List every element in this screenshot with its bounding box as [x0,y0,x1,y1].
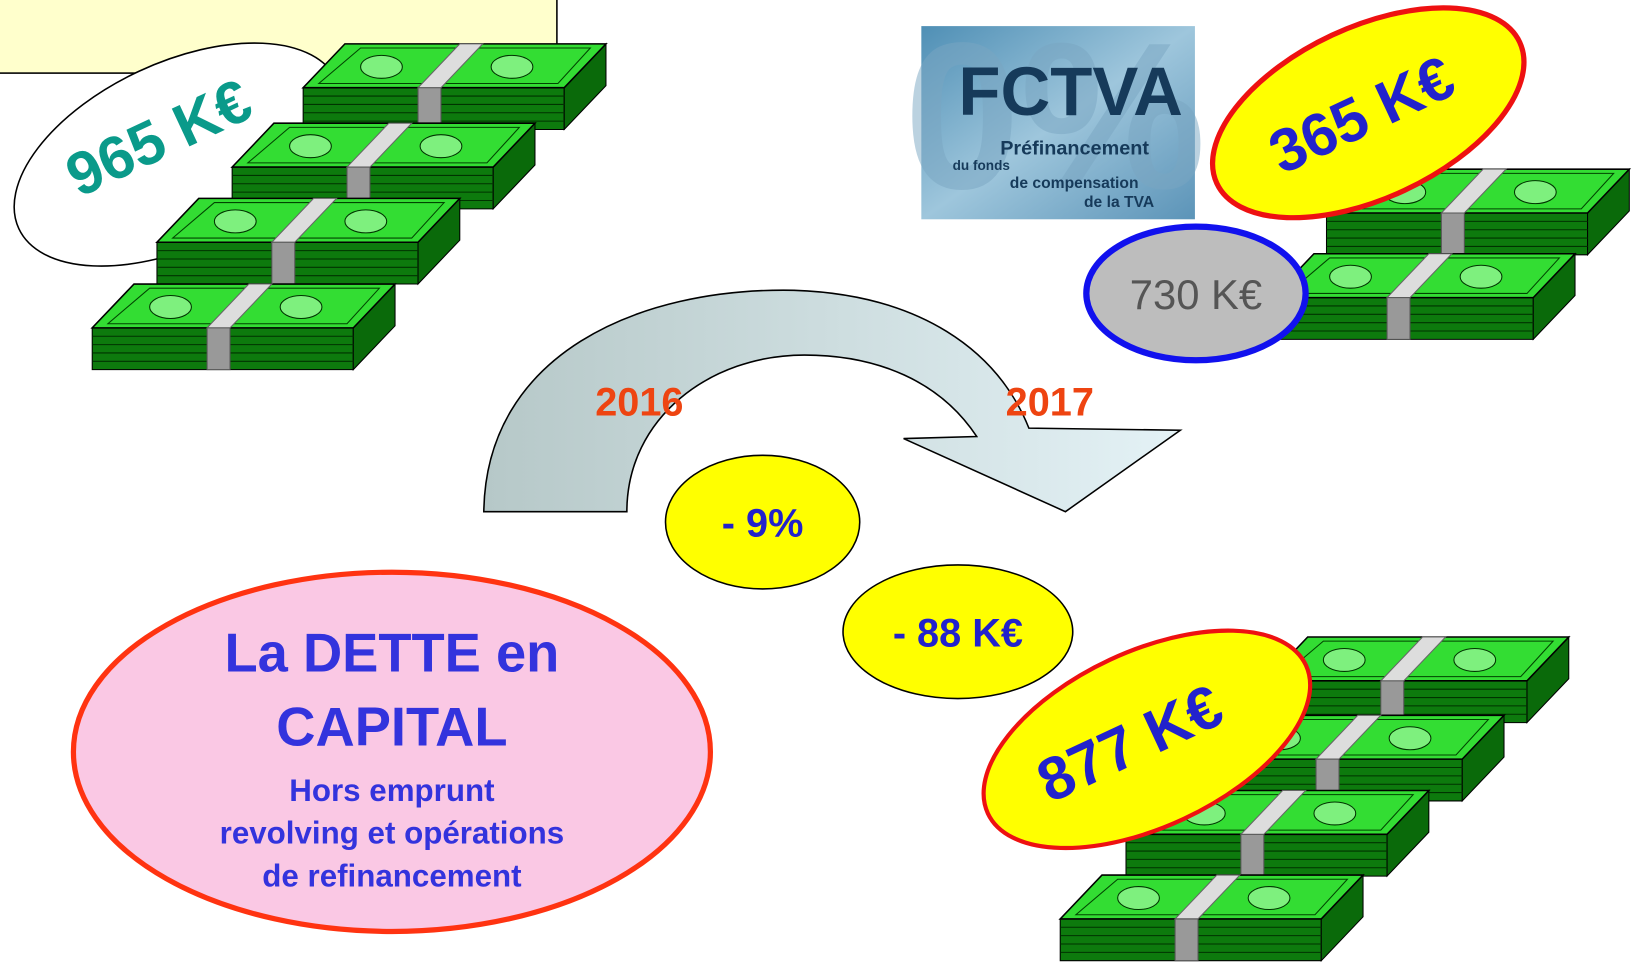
percent-bubble [664,454,861,590]
logo-title: FCTVA [958,53,1183,130]
year-to: 2017 [1006,381,1094,425]
logo-line: de la TVA [1084,194,1154,211]
fctva-total: 730 K€ [1130,271,1262,318]
logo-line: de compensation [1010,175,1139,192]
fctva-total-bubble [1083,223,1309,364]
caption-bubble [70,569,714,935]
change-amount: - 88 K€ [893,611,1023,655]
logo-line: Préfinancement [1000,138,1149,160]
fctva-logo: 0% FCTVA Préfinancement du fonds de comp… [904,0,1206,233]
caption-title: CAPITAL [276,697,507,758]
logo-line: du fonds [953,158,1010,173]
amount-change-bubble [842,564,1074,700]
svg-text:0%: 0% [904,0,1206,233]
year-from: 2016 [595,381,683,425]
caption-title: La DETTE en [225,622,560,683]
caption-note: Hors emprunt [289,773,495,808]
amount-2017-bubble [981,628,1313,851]
year-arrow [483,289,1183,513]
caption-note: de refinancement [262,859,522,894]
fctva-amount-bubble [1209,5,1527,221]
change-percent: - 9% [722,502,804,546]
caption-note: revolving et opérations [220,816,565,851]
